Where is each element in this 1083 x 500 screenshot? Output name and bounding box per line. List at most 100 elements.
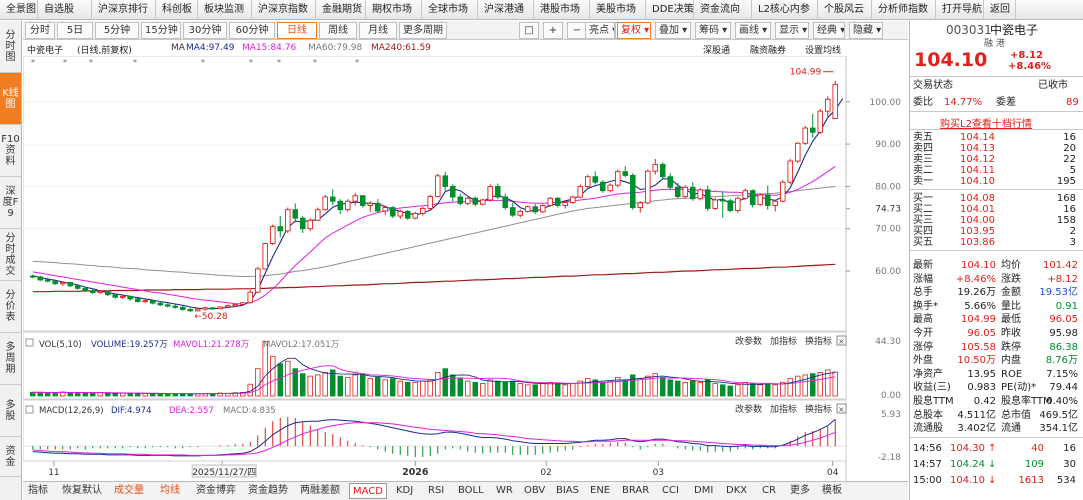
nav-item-17[interactable]: 打开导航 — [936, 0, 984, 20]
tool-button-7[interactable]: 隐藏 ▾ — [849, 22, 883, 39]
indicator-tab-18[interactable]: DKX — [726, 485, 748, 496]
period-button-3[interactable]: 15分钟 — [141, 22, 181, 39]
indicator-tab-3[interactable]: 均线 — [160, 485, 180, 496]
indicator-tab-4[interactable]: 资金博弈 — [196, 485, 236, 496]
nav-item-6[interactable]: 金融期货 — [316, 0, 366, 20]
indicator-tab-9[interactable]: RSI — [428, 485, 445, 496]
indicator-tab-19[interactable]: CR — [762, 485, 776, 496]
period-button-7[interactable]: 周线 — [319, 22, 357, 39]
period-button-1[interactable]: 5日 — [57, 22, 93, 39]
tool-button-4[interactable]: 画线 ▾ — [735, 22, 771, 39]
indicator-tab-12[interactable]: OBV — [524, 485, 546, 496]
macd-panel-link-2[interactable]: 换指标 — [805, 403, 832, 415]
nav-item-5[interactable]: 沪深京指数 — [252, 0, 316, 20]
nav-item-8[interactable]: 全球市场 — [422, 0, 478, 20]
tool-button-0[interactable]: 亮点 ▾ — [585, 22, 615, 39]
left-tab-0[interactable]: 分时图 — [0, 21, 21, 73]
zoom-in-icon[interactable]: + — [543, 22, 563, 39]
indicator-tab-15[interactable]: BRAR — [622, 485, 650, 496]
left-tab-7[interactable]: 多股 — [0, 385, 21, 437]
divider-6 — [910, 437, 1083, 438]
period-button-9[interactable]: 更多周期 — [399, 22, 447, 39]
volume-bar-106 — [825, 369, 831, 397]
nav-item-7[interactable]: 期权市场 — [366, 0, 422, 20]
macd-panel-link-1[interactable]: 加指标 — [770, 403, 797, 415]
indicator-tab-14[interactable]: ENE — [590, 485, 611, 496]
left-tab-8[interactable]: 资金 — [0, 437, 21, 477]
nav-item-4[interactable]: 板块监测 — [198, 0, 252, 20]
link-shenguotong[interactable]: 深股通 — [703, 46, 731, 56]
indicator-tab-11[interactable]: WR — [496, 485, 513, 496]
volume-panel-link-0[interactable]: 改参数 — [735, 335, 762, 347]
left-tab-4[interactable]: 分时成交 — [0, 229, 21, 281]
candle-0 — [29, 274, 36, 279]
indicator-tab-7[interactable]: MACD — [349, 483, 387, 499]
status-value: 已收市 — [1038, 80, 1068, 91]
indicator-tab-16[interactable]: CCI — [662, 485, 679, 496]
period-button-8[interactable]: 月线 — [359, 22, 397, 39]
link-margin[interactable]: 融资融券 — [750, 46, 787, 56]
nav-item-2[interactable]: 沪深京排行 — [92, 0, 156, 20]
indicator-tab-1[interactable]: 恢复默认 — [62, 485, 102, 496]
macd-panel-link-0[interactable]: 改参数 — [735, 403, 762, 415]
nav-item-3[interactable]: 科创板 — [156, 0, 198, 20]
indicator-tab-20[interactable]: 更多 — [790, 485, 810, 496]
period-button-0[interactable]: 分时 — [25, 22, 55, 39]
stat-label-b-0: 均价 — [1001, 260, 1021, 271]
macd-close-glyph: × — [838, 405, 845, 414]
nav-item-9[interactable]: 沪深港通 — [478, 0, 534, 20]
tool-button-2[interactable]: 叠加 ▾ — [655, 22, 691, 39]
indicator-tab-17[interactable]: DMI — [694, 485, 714, 496]
box-icon[interactable]: □ — [519, 22, 539, 39]
event-marker-0: * — [31, 58, 35, 67]
tool-button-3[interactable]: 筹码 ▾ — [695, 22, 731, 39]
macd-close-icon[interactable] — [836, 403, 847, 414]
nav-item-15[interactable]: 个股风云 — [818, 0, 872, 20]
set-ma-button[interactable]: 设置均线 — [805, 46, 842, 56]
nav-item-14[interactable]: L2核心内参 — [752, 0, 818, 20]
zoom-out-icon[interactable]: − — [567, 22, 587, 39]
candle-89 — [697, 188, 704, 201]
candle-44 — [359, 194, 366, 208]
period-button-6[interactable]: 日线 — [277, 22, 317, 39]
nav-item-1[interactable]: 自选股 — [38, 0, 92, 20]
chart-area[interactable]: 44.30 0.00 VOL(5,10) VOLUME:19.257万 MAVOL1:2… — [22, 55, 908, 484]
nav-item-11[interactable]: 美股市场 — [590, 0, 646, 20]
volume-panel-link-2[interactable]: 换指标 — [805, 335, 832, 347]
volume-close-icon[interactable] — [836, 335, 847, 346]
period-button-4[interactable]: 30分钟 — [183, 22, 227, 39]
volume-panel-link-1[interactable]: 加指标 — [770, 335, 797, 347]
left-tab-1[interactable]: K线图 — [0, 73, 21, 125]
indicator-tab-2[interactable]: 成交量 — [114, 485, 144, 496]
left-tab-2[interactable]: F10资料 — [0, 125, 21, 177]
candle-63 — [502, 193, 509, 210]
volume-collapse-icon[interactable] — [25, 338, 34, 347]
nav-item-16[interactable]: 分析师指数 — [872, 0, 936, 20]
nav-item-0[interactable]: 全景图 — [0, 0, 38, 20]
indicator-tab-5[interactable]: 资金趋势 — [248, 485, 288, 496]
volume-axis-bottom: 0.00 — [881, 391, 901, 401]
tool-button-5[interactable]: 显示 ▾ — [775, 22, 809, 39]
left-tab-3[interactable]: 深度F9 — [0, 177, 21, 229]
tool-button-6[interactable]: 经典 ▾ — [813, 22, 845, 39]
tool-button-1[interactable]: 复权 ▾ — [617, 22, 651, 39]
indicator-tab-0[interactable]: 指标 — [28, 485, 48, 496]
nav-item-13[interactable]: 资金流向 — [694, 0, 752, 20]
indicator-tab-6[interactable]: 两融差额 — [300, 485, 340, 496]
period-button-2[interactable]: 5分钟 — [95, 22, 139, 39]
kline-chart[interactable]: 44.30 0.00 VOL(5,10) VOLUME:19.257万 MAVOL1:2… — [22, 55, 908, 481]
macd-collapse-icon[interactable] — [25, 405, 34, 414]
indicator-tab-13[interactable]: BIAS — [556, 485, 579, 496]
nav-item-10[interactable]: 港股市场 — [534, 0, 590, 20]
l2-link[interactable]: 购买L2查看十档行情 — [940, 119, 1032, 130]
left-tab-6[interactable]: 多周期 — [0, 333, 21, 385]
nav-item-12[interactable]: DDE决策 — [646, 0, 694, 20]
period-button-5[interactable]: 60分钟 — [229, 22, 275, 39]
nav-item-18[interactable]: 返回 — [984, 0, 1016, 20]
indicator-tab-8[interactable]: KDJ — [396, 485, 414, 496]
volume-bar-66 — [525, 384, 531, 397]
indicator-tab-21[interactable]: 模板 — [822, 485, 842, 496]
volume-bar-38 — [315, 374, 321, 397]
indicator-tab-10[interactable]: BOLL — [458, 485, 484, 496]
left-tab-5[interactable]: 分价表 — [0, 281, 21, 333]
